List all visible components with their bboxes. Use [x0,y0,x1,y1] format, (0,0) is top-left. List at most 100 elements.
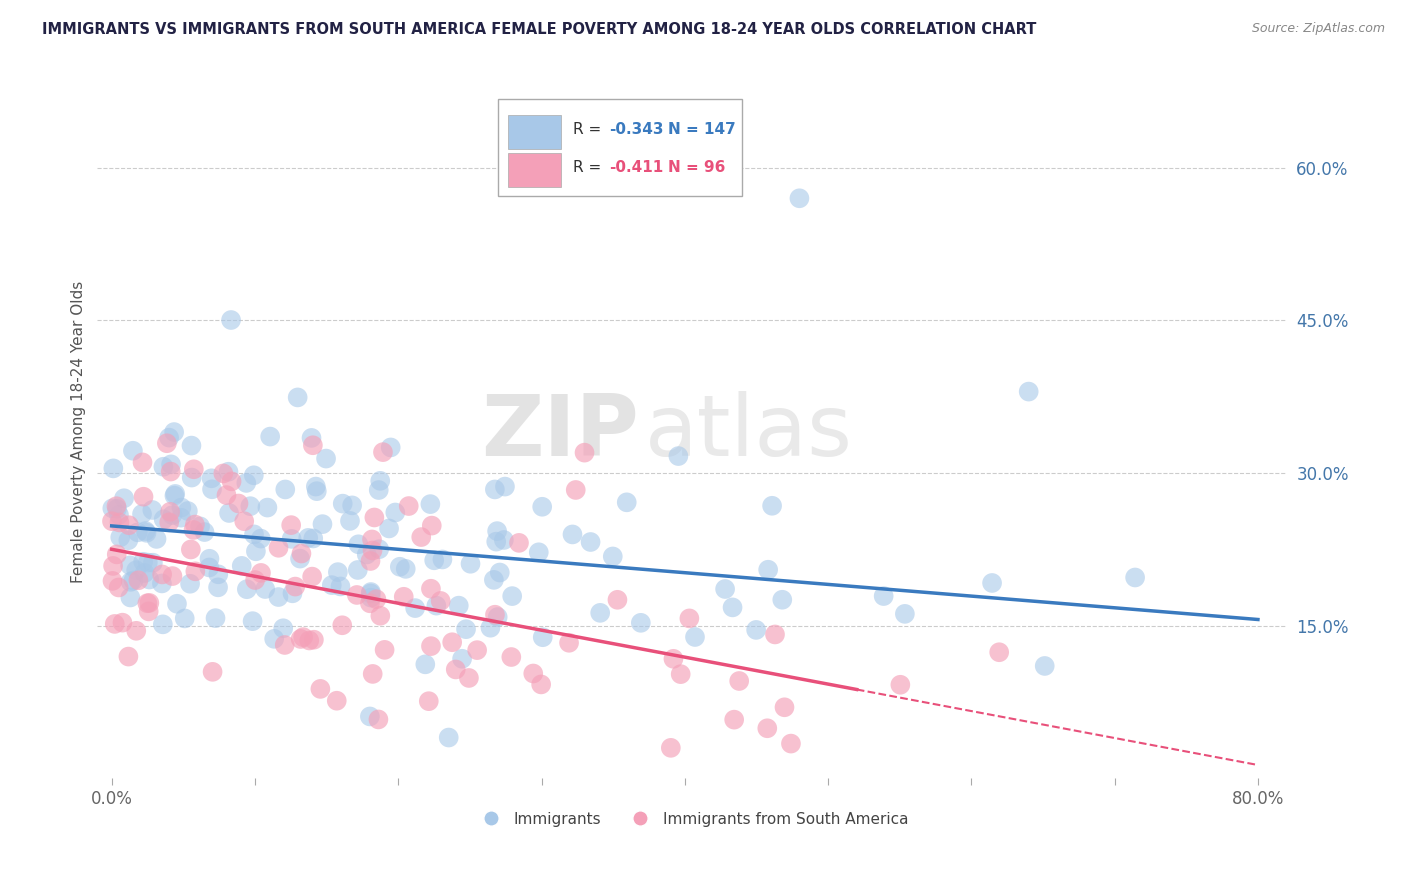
Point [131,507,153,521]
Point [486,524,509,538]
Point [228,496,250,510]
Point [108,516,131,530]
Point [101,514,124,528]
Point [184,565,207,579]
FancyBboxPatch shape [498,99,742,195]
Text: -0.343: -0.343 [609,122,664,137]
Point [522,666,544,681]
Point [219,313,242,327]
Point [339,514,361,528]
Point [360,554,382,568]
Point [152,617,174,632]
Point [170,500,193,515]
Point [179,576,201,591]
Point [134,566,156,580]
Point [347,537,370,551]
Point [204,611,226,625]
Point [127,574,149,588]
Point [281,586,304,600]
Point [361,533,384,547]
Point [374,643,396,657]
Text: R =: R = [574,161,606,176]
Point [492,533,515,547]
Point [274,483,297,497]
Point [1123,570,1146,584]
Point [485,534,508,549]
Point [201,665,224,679]
Point [508,536,530,550]
Point [894,607,917,621]
Text: Source: ZipAtlas.com: Source: ZipAtlas.com [1251,22,1385,36]
Point [564,483,586,497]
Point [125,624,148,638]
Point [1033,659,1056,673]
Point [419,497,441,511]
Point [745,623,768,637]
Point [221,475,243,489]
Point [173,611,195,625]
Point [432,552,454,566]
Point [118,518,141,533]
Point [135,524,157,538]
Point [398,499,420,513]
Point [714,582,737,596]
Point [163,425,186,439]
Point [218,506,240,520]
Point [662,652,685,666]
Text: -0.411: -0.411 [609,161,664,176]
Point [122,443,145,458]
Point [360,586,382,600]
Point [441,635,464,649]
Point [531,500,554,514]
Point [359,709,381,723]
Point [340,499,363,513]
Point [120,558,142,573]
Point [166,597,188,611]
Point [666,449,689,463]
Point [239,499,262,513]
Point [329,579,352,593]
Point [145,532,167,546]
Point [419,582,441,596]
Point [112,491,135,506]
Point [458,671,481,685]
Point [101,501,124,516]
Point [125,563,148,577]
Point [413,657,436,672]
Point [429,594,451,608]
Point [105,501,128,516]
Point [302,632,325,647]
Point [104,616,127,631]
Point [231,558,253,573]
Point [107,581,129,595]
Point [444,663,467,677]
Point [156,436,179,450]
Point [198,551,221,566]
Point [105,548,128,562]
Point [274,638,297,652]
Point [162,508,184,523]
Point [872,589,894,603]
Point [110,530,132,544]
Point [207,567,229,582]
Point [360,591,382,605]
Point [361,543,384,558]
Point [482,573,505,587]
Point [315,451,337,466]
Point [420,639,443,653]
Point [388,559,411,574]
Point [263,632,285,646]
Point [780,737,803,751]
Point [761,499,783,513]
Point [111,615,134,630]
Point [243,527,266,541]
Point [157,516,180,530]
Point [366,592,388,607]
Point [256,500,278,515]
Point [425,599,447,613]
Y-axis label: Female Poverty Among 18-24 Year Olds: Female Poverty Among 18-24 Year Olds [72,281,86,583]
Point [236,582,259,597]
Point [207,580,229,594]
Point [267,541,290,555]
Point [305,484,328,499]
